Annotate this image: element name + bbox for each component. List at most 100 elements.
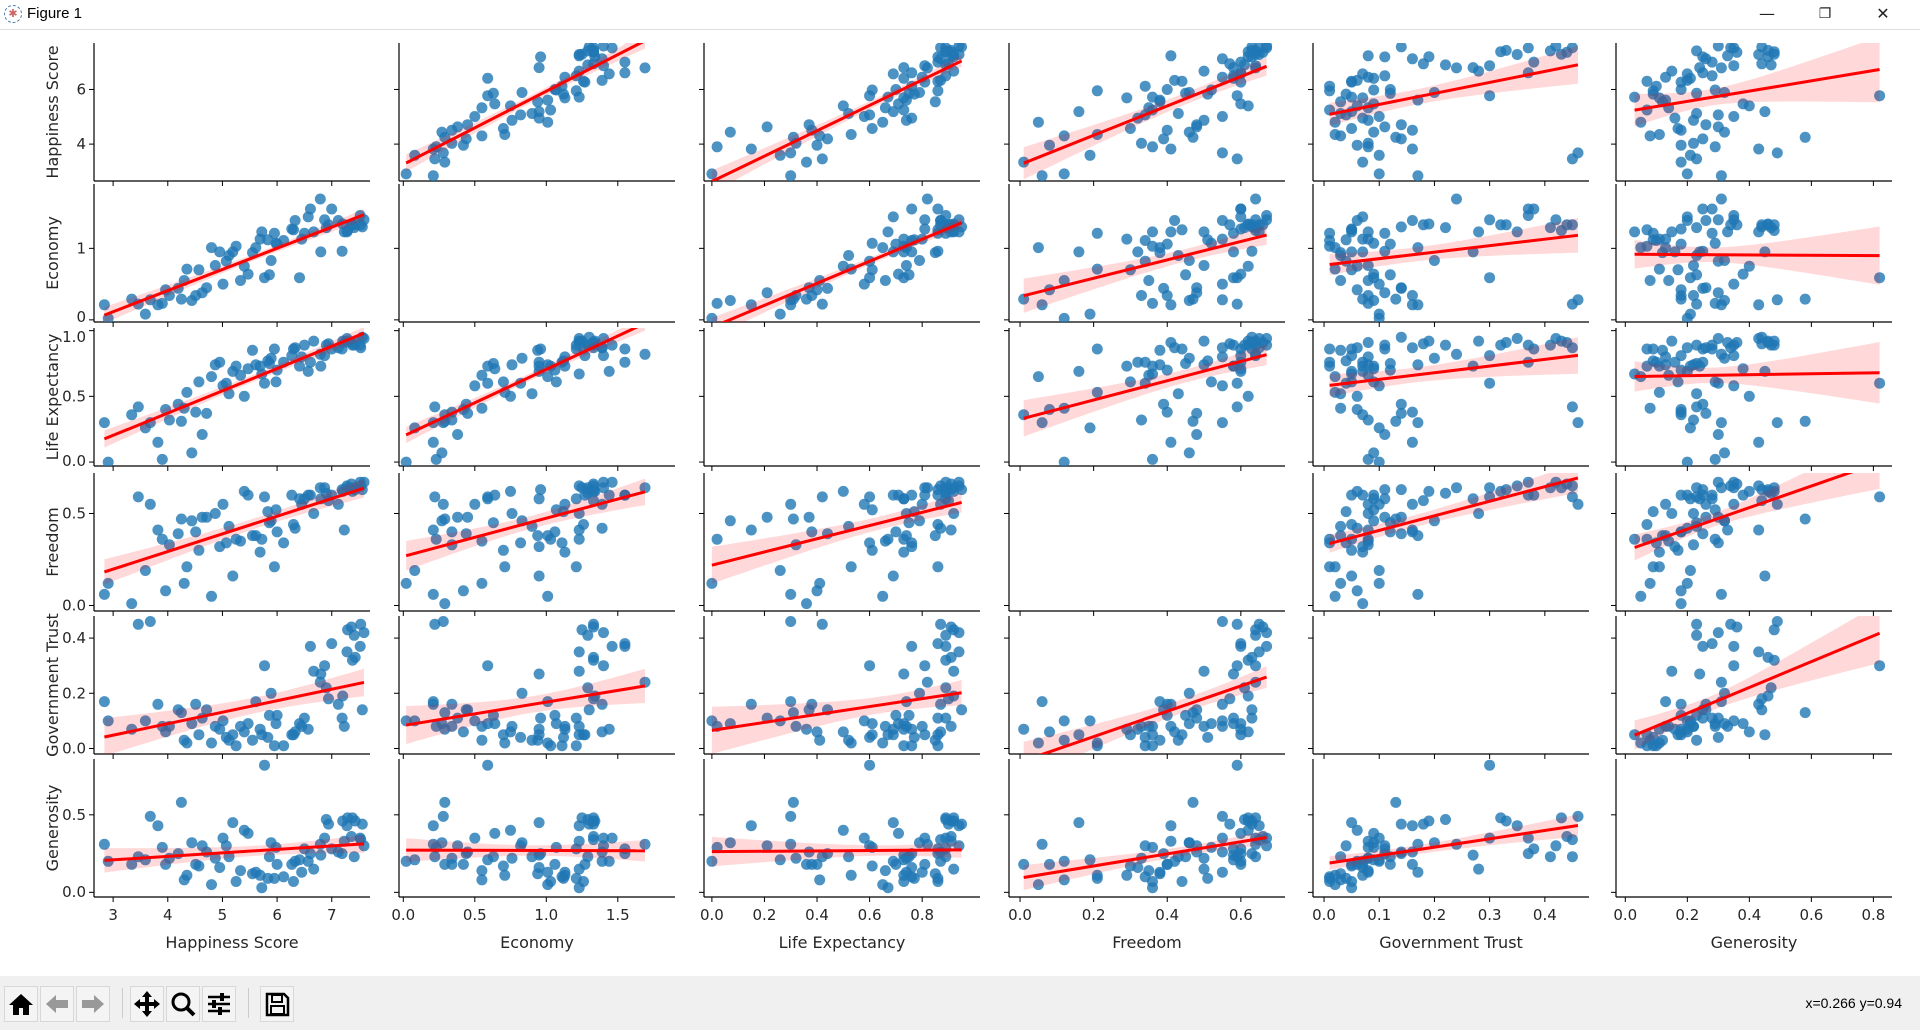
data-point xyxy=(1765,487,1777,499)
data-point xyxy=(785,838,797,850)
data-point xyxy=(1722,337,1734,348)
data-point xyxy=(1165,820,1177,832)
data-point xyxy=(806,526,818,538)
data-point xyxy=(1709,84,1721,96)
data-point xyxy=(1124,860,1136,872)
data-point xyxy=(193,376,205,388)
data-point xyxy=(262,506,274,518)
maximize-button[interactable]: ❐ xyxy=(1818,6,1832,22)
data-point xyxy=(573,50,585,62)
pan-button[interactable] xyxy=(130,986,164,1022)
data-point xyxy=(1765,339,1777,351)
data-point xyxy=(914,687,925,699)
data-point xyxy=(1340,840,1352,852)
data-point xyxy=(227,817,239,829)
data-point xyxy=(1346,882,1358,894)
data-point xyxy=(1346,76,1358,88)
data-point xyxy=(1753,698,1765,710)
subplot-government-trust-vs-life-expectancy xyxy=(699,616,980,759)
data-point xyxy=(1324,343,1336,355)
data-point xyxy=(711,533,723,545)
data-point xyxy=(223,520,235,532)
data-point xyxy=(1058,456,1070,466)
data-point xyxy=(1036,696,1048,708)
forward-button[interactable] xyxy=(76,986,110,1022)
plot-area xyxy=(1629,616,1886,752)
data-point xyxy=(1250,214,1262,226)
data-point xyxy=(1198,359,1210,371)
back-button[interactable] xyxy=(40,986,74,1022)
data-point xyxy=(1672,376,1684,388)
data-point xyxy=(1647,506,1659,518)
data-point xyxy=(1771,147,1783,159)
plot-area xyxy=(1018,616,1273,754)
data-point xyxy=(152,820,164,832)
data-point xyxy=(1216,351,1228,363)
data-point xyxy=(948,863,960,875)
minimize-button[interactable]: — xyxy=(1759,4,1775,23)
data-point xyxy=(247,734,258,746)
data-point xyxy=(1235,76,1247,88)
data-point xyxy=(814,734,826,746)
data-point xyxy=(439,707,451,719)
data-point xyxy=(706,168,718,180)
data-point xyxy=(1555,48,1567,60)
data-point xyxy=(214,862,226,873)
data-point xyxy=(516,87,528,98)
home-button[interactable] xyxy=(4,986,38,1022)
data-point xyxy=(1555,335,1567,347)
data-point xyxy=(790,852,802,864)
data-point xyxy=(1161,858,1173,870)
data-point xyxy=(209,359,221,371)
data-point xyxy=(1473,863,1485,875)
subplot-government-trust-vs-generosity xyxy=(1611,616,1892,759)
zoom-button[interactable] xyxy=(166,986,200,1022)
data-point xyxy=(1688,359,1699,371)
data-point xyxy=(1653,386,1665,398)
data-point xyxy=(1346,91,1358,103)
close-button[interactable]: ✕ xyxy=(1876,4,1890,23)
data-point xyxy=(570,872,582,884)
plot-area xyxy=(706,616,968,754)
configure-subplots-button[interactable] xyxy=(202,986,236,1022)
data-point xyxy=(598,627,609,639)
data-point xyxy=(430,533,442,545)
data-point xyxy=(1440,487,1451,499)
data-point xyxy=(1329,116,1341,128)
data-point xyxy=(1706,203,1718,215)
data-point xyxy=(1169,215,1181,226)
data-point xyxy=(1183,837,1195,849)
data-point xyxy=(1379,121,1391,133)
data-point xyxy=(1675,124,1687,136)
data-point xyxy=(887,817,899,829)
data-point xyxy=(1544,339,1556,351)
data-point xyxy=(1635,590,1647,602)
data-point xyxy=(879,720,891,732)
data-point xyxy=(1644,402,1656,414)
data-point xyxy=(945,720,957,732)
subplot-freedom-vs-life-expectancy xyxy=(699,473,980,616)
data-point xyxy=(932,75,944,87)
data-point xyxy=(1235,640,1247,652)
data-point xyxy=(1180,269,1192,281)
data-point xyxy=(1357,598,1369,610)
data-point xyxy=(489,363,501,375)
data-point xyxy=(1246,245,1258,257)
data-point xyxy=(489,489,501,501)
data-point xyxy=(533,493,545,505)
data-point xyxy=(898,533,910,545)
data-point xyxy=(1681,168,1693,180)
data-point xyxy=(1091,869,1103,881)
data-point xyxy=(1239,339,1250,351)
data-point xyxy=(1036,170,1048,181)
data-point xyxy=(1691,153,1703,165)
data-point xyxy=(1351,485,1363,497)
data-point xyxy=(1660,696,1672,708)
data-point xyxy=(1550,214,1562,226)
data-point xyxy=(296,866,308,878)
save-button[interactable] xyxy=(260,986,294,1022)
data-point xyxy=(1395,818,1407,830)
data-point xyxy=(596,74,608,86)
